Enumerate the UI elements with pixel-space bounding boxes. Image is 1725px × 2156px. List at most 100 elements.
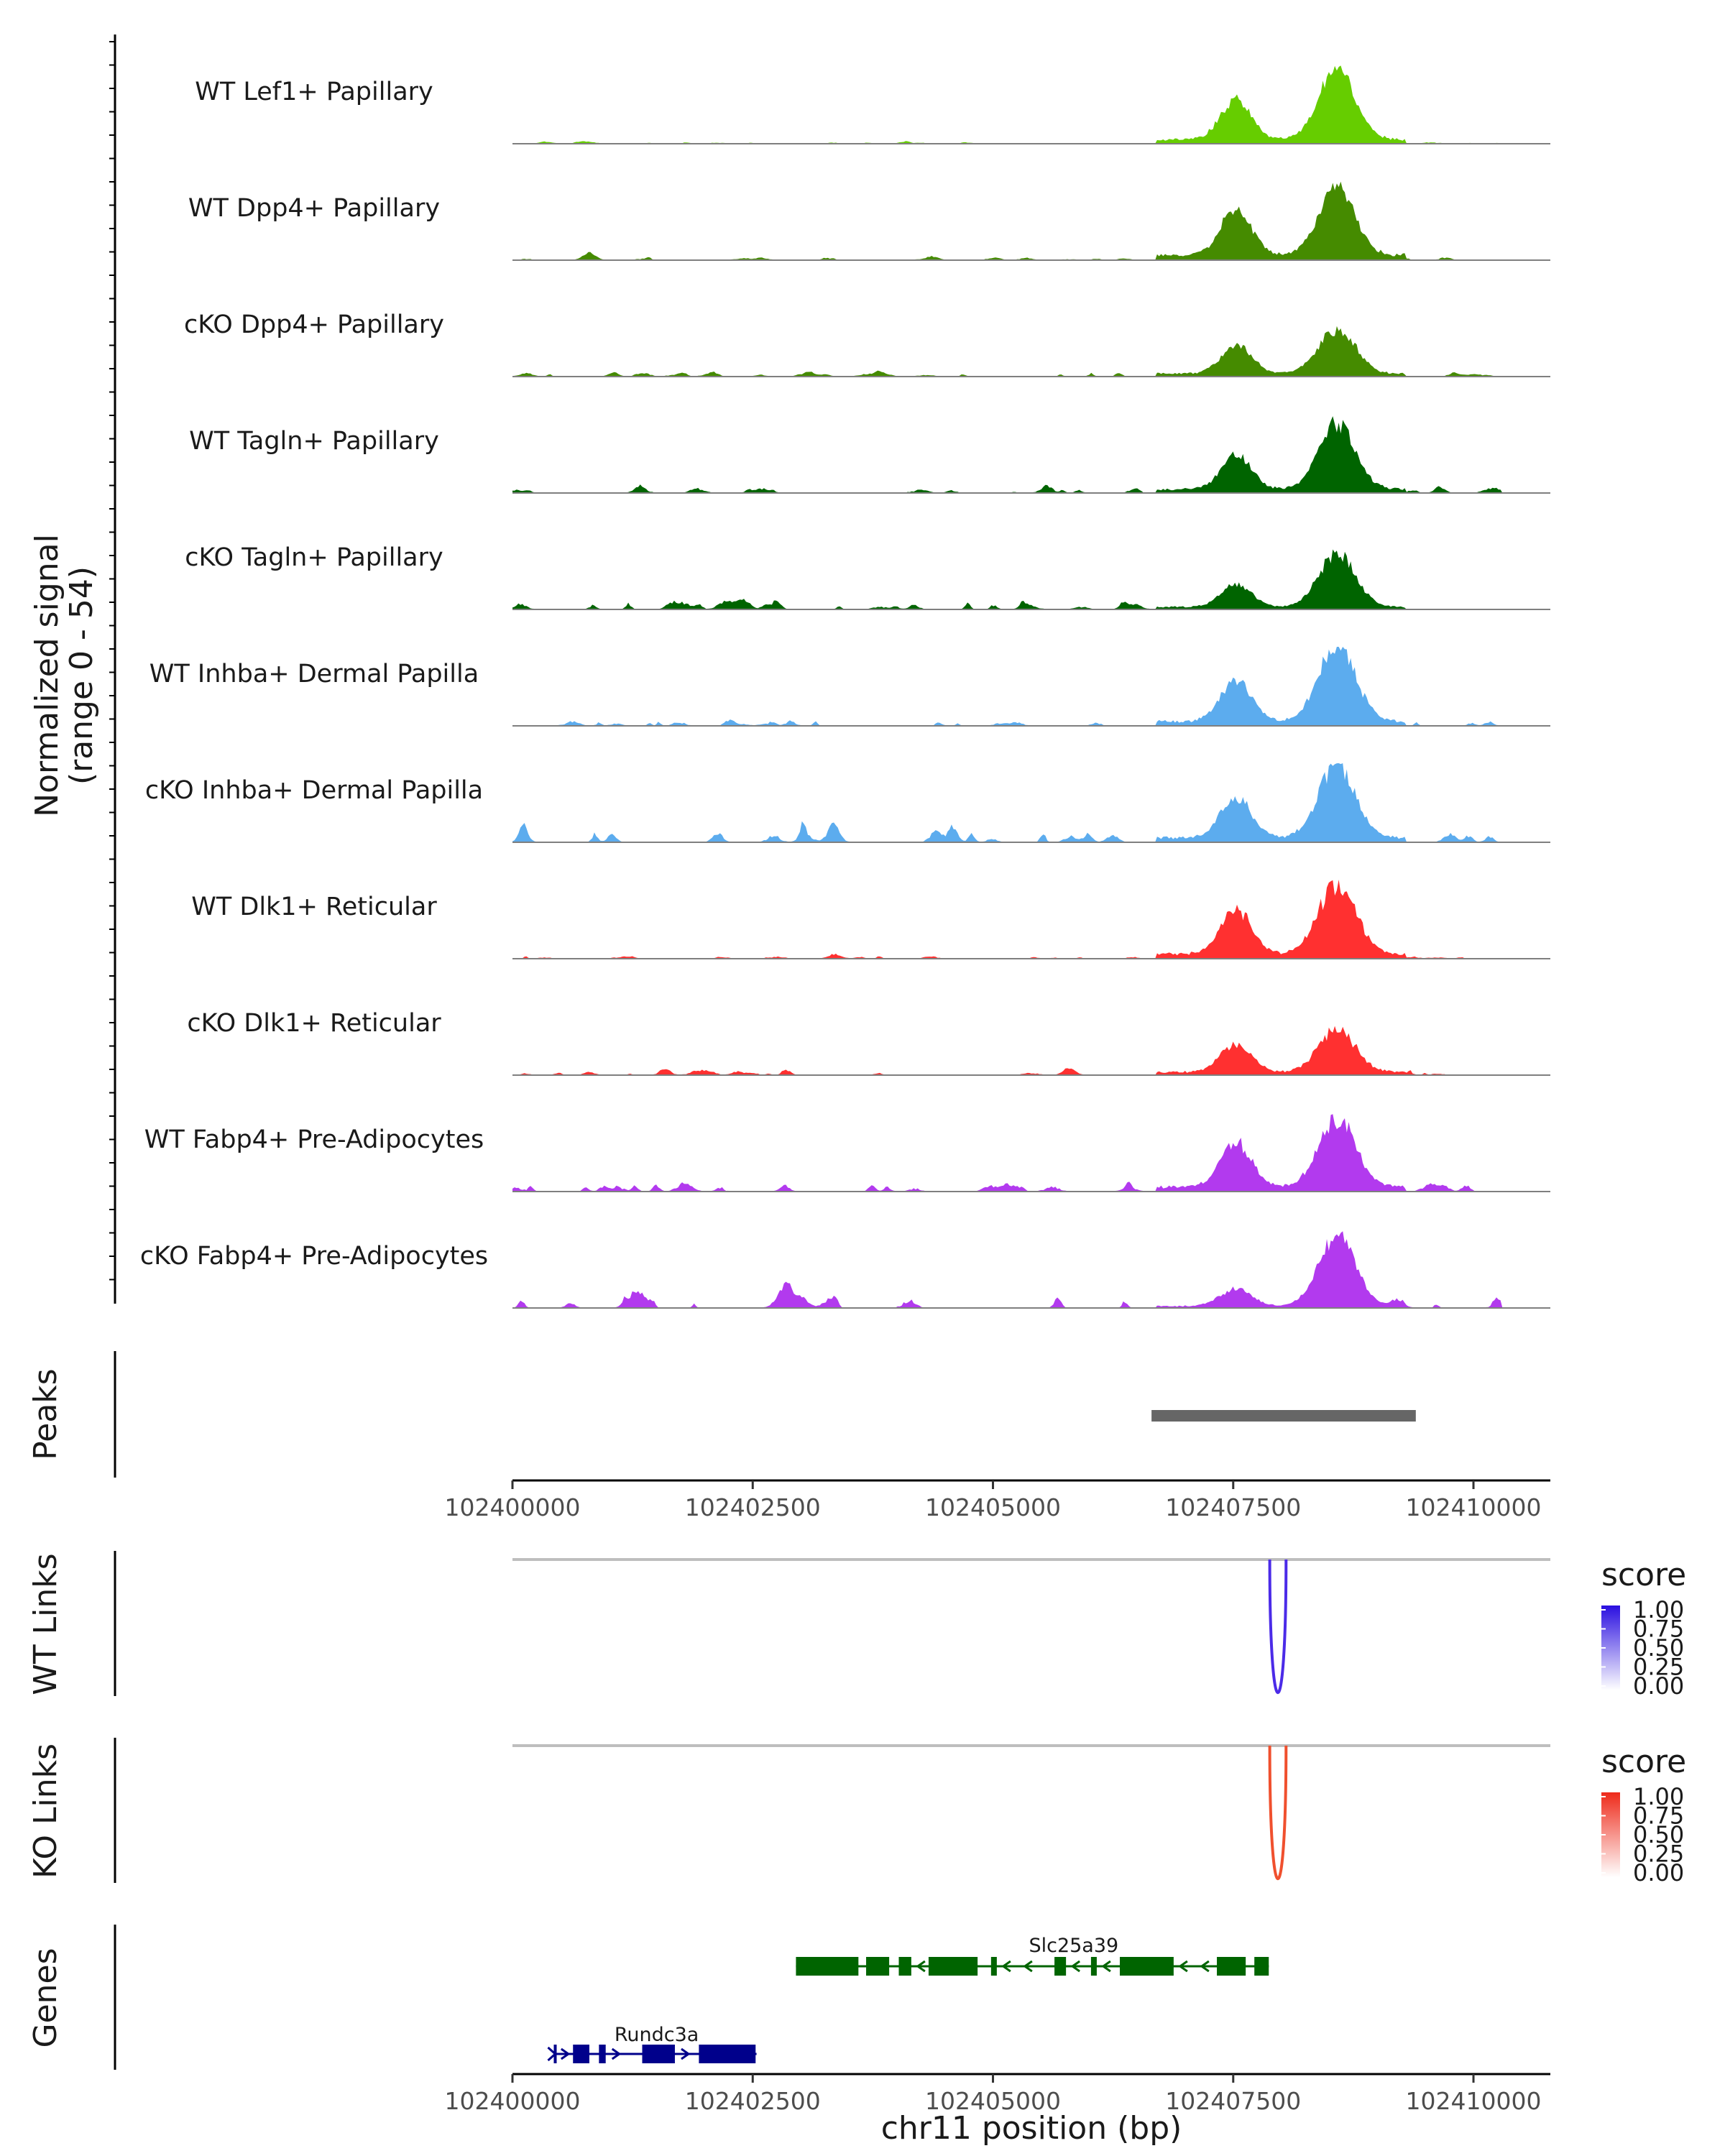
gene-exon [1090, 1957, 1097, 1976]
coverage-area [512, 416, 1550, 493]
coverage-area [512, 880, 1550, 959]
wt-links-panel: WT Links score 1.000.750.500.250.00 [27, 1551, 1686, 1700]
coverage-track-label: WT Lef1+ Papillary [195, 78, 433, 106]
ko-links-label: KO Links [27, 1743, 64, 1879]
legend-tick-label: 1.00 [1633, 1596, 1684, 1623]
ko-score-legend: score 1.000.750.500.250.00 [1601, 1743, 1686, 1886]
coverage-track-label: cKO Fabp4+ Pre-Adipocytes [140, 1242, 488, 1271]
legend-tick-label: 0.00 [1633, 1672, 1684, 1700]
x-tick-label: 102407500 [1165, 1493, 1301, 1521]
gene-exon [1217, 1957, 1246, 1976]
coverage-y-ticks [109, 41, 115, 1281]
coverage-track: WT Fabp4+ Pre-Adipocytes [144, 1114, 1550, 1192]
gene-exon [553, 2045, 557, 2063]
gene-exon [573, 2045, 589, 2063]
legend-tick-label: 0.50 [1633, 1634, 1684, 1662]
gene-exon [898, 1957, 911, 1976]
gene-exon [642, 2045, 675, 2063]
strand-arrow [1070, 1960, 1080, 1973]
strand-arrow [1200, 1960, 1210, 1973]
strand-arrow [560, 2047, 571, 2060]
gene-exon [599, 2045, 606, 2063]
coverage-track-label: WT Dlk1+ Reticular [191, 893, 437, 921]
gene-exon [796, 1957, 859, 1976]
strand-arrow [681, 2047, 691, 2060]
peaks-panel: Peaks 102400000 102402500 102405000 1024075… [27, 1351, 1550, 1521]
gene-model: Slc25a39 [796, 1935, 1269, 1976]
x-tick-label: 102407500 [1165, 2087, 1301, 2115]
coverage-track-label: WT Fabp4+ Pre-Adipocytes [144, 1125, 484, 1154]
coverage-area [512, 326, 1550, 377]
coverage-track: WT Dlk1+ Reticular [191, 880, 1550, 959]
genes-panel: Genes Slc25a39 Rundc3a 102400000 102402500… [27, 1925, 1550, 2147]
coverage-track: cKO Dpp4+ Papillary [184, 310, 1550, 377]
strand-arrow [611, 2047, 622, 2060]
x-tick-label: 102410000 [1406, 2087, 1542, 2115]
coverage-track-label: WT Inhba+ Dermal Papilla [150, 660, 479, 688]
coverage-area [512, 65, 1550, 144]
coverage-area [512, 763, 1550, 842]
coverage-track-label: cKO Dlk1+ Reticular [187, 1009, 441, 1038]
x-tick-label: 102400000 [445, 1493, 581, 1521]
coverage-area [512, 181, 1550, 260]
wt-links-label: WT Links [27, 1553, 64, 1695]
legend-tick-label: 0.25 [1633, 1841, 1684, 1868]
gene-name: Rundc3a [615, 2024, 699, 2046]
coverage-area [512, 1231, 1550, 1308]
gene-exon [928, 1957, 978, 1976]
coverage-track: cKO Inhba+ Dermal Papilla [145, 763, 1550, 843]
coverage-y-label-range: (range 0 - 54) [63, 566, 100, 785]
coverage-area [512, 647, 1550, 726]
gene-exon [990, 1957, 997, 1976]
peak-region [1151, 1410, 1416, 1422]
coverage-area [512, 549, 1550, 609]
legend-tick-label: 0.00 [1633, 1859, 1684, 1886]
x-tick-label: 102402500 [685, 2087, 821, 2115]
wt-legend-title: score [1601, 1557, 1686, 1593]
coverage-track-label: WT Tagln+ Papillary [189, 427, 439, 456]
strand-arrow [1023, 1960, 1033, 1973]
gene-model: Rundc3a [547, 2024, 757, 2063]
strand-arrow [1001, 1960, 1011, 1973]
coverage-track-label: cKO Dpp4+ Papillary [184, 310, 444, 339]
legend-tick-label: 0.75 [1633, 1802, 1684, 1830]
x-tick-label: 102410000 [1406, 1493, 1542, 1521]
coverage-panel: WT Lef1+ Papillary WT Dpp4+ Papillary cKO … [29, 34, 1550, 1309]
wt-link-arc [1268, 1559, 1288, 1694]
legend-tick-label: 0.25 [1633, 1654, 1684, 1681]
coverage-track: WT Dpp4+ Papillary [188, 181, 1550, 261]
legend-tick-label: 1.00 [1633, 1783, 1684, 1810]
gene-exon [1054, 1957, 1067, 1976]
coverage-track: cKO Tagln+ Papillary [185, 543, 1550, 610]
gene-exon [1254, 1957, 1269, 1976]
coverage-area [512, 1114, 1550, 1192]
x-axis-title: chr11 position (bp) [881, 2110, 1182, 2147]
x-tick-label: 102402500 [685, 1493, 821, 1521]
genes-label: Genes [27, 1948, 64, 2047]
strand-arrow [916, 1960, 926, 1973]
coverage-track: cKO Dlk1+ Reticular [187, 1009, 1550, 1076]
coverage-area [512, 1026, 1550, 1075]
coverage-track: WT Inhba+ Dermal Papilla [150, 647, 1550, 727]
ko-link-arc [1268, 1745, 1288, 1880]
gene-name: Slc25a39 [1029, 1935, 1118, 1957]
legend-tick-label: 0.75 [1633, 1616, 1684, 1643]
ko-legend-title: score [1601, 1743, 1686, 1780]
strand-arrow [1101, 1960, 1111, 1973]
coverage-track: cKO Fabp4+ Pre-Adipocytes [140, 1231, 1550, 1309]
gene-exon [866, 1957, 890, 1976]
peaks-label: Peaks [27, 1368, 64, 1460]
coverage-track-label: cKO Tagln+ Papillary [185, 543, 443, 572]
coverage-track-label: WT Dpp4+ Papillary [188, 194, 440, 223]
coverage-y-label: Normalized signal [29, 534, 65, 817]
coverage-track: WT Tagln+ Papillary [189, 416, 1550, 494]
ko-links-panel: KO Links score 1.000.750.500.250.00 [27, 1738, 1686, 1886]
coverage-track: WT Lef1+ Papillary [195, 65, 1550, 144]
x-tick-label: 102405000 [925, 2087, 1061, 2115]
coverage-track-label: cKO Inhba+ Dermal Papilla [145, 776, 483, 805]
x-tick-label: 102405000 [925, 1493, 1061, 1521]
wt-score-legend: score 1.000.750.500.250.00 [1601, 1557, 1686, 1700]
x-tick-label: 102400000 [445, 2087, 581, 2115]
legend-tick-label: 0.50 [1633, 1821, 1684, 1848]
